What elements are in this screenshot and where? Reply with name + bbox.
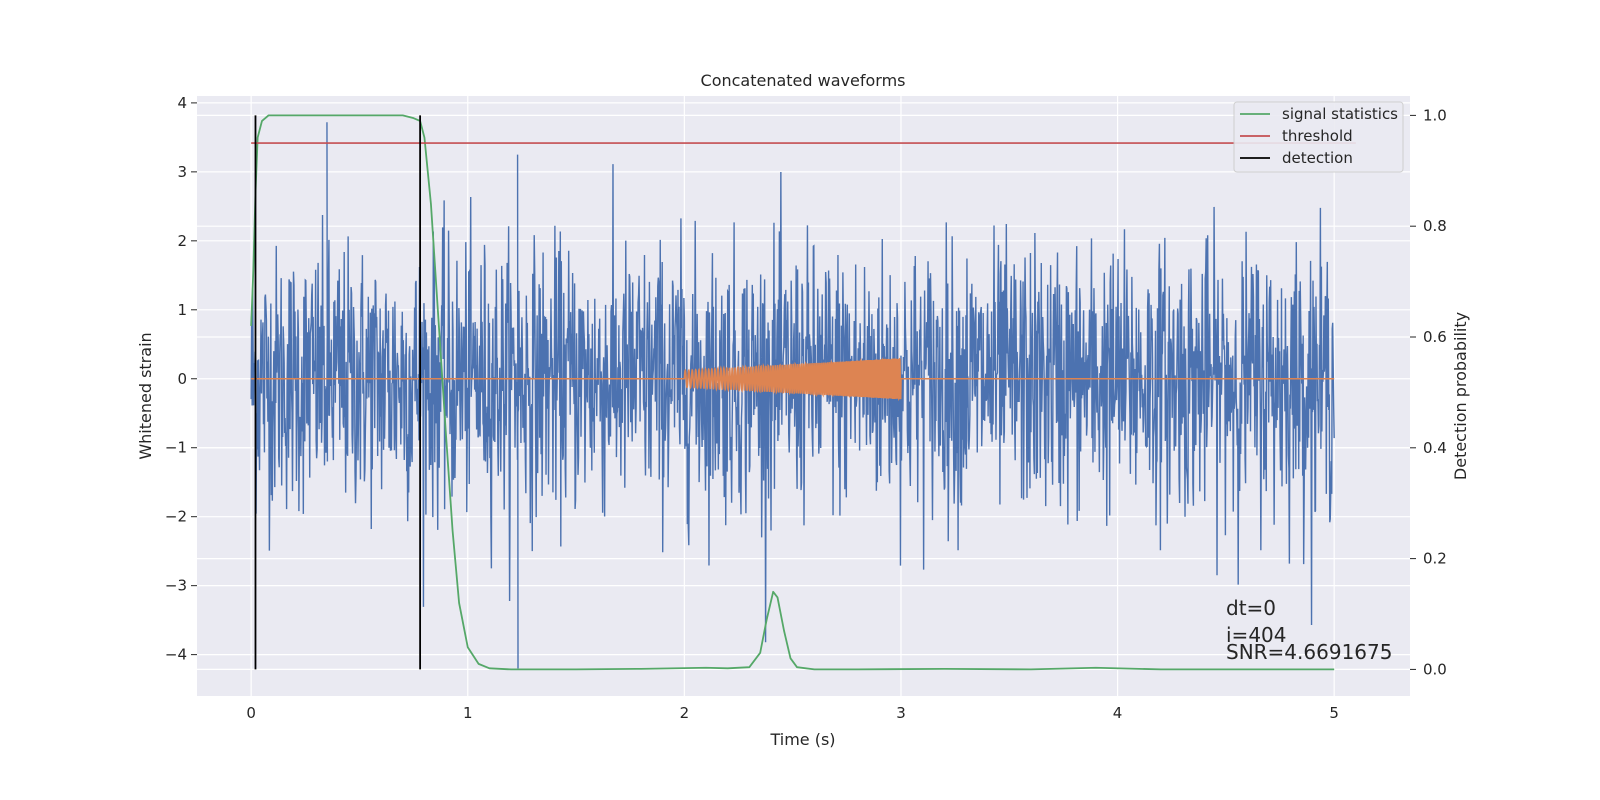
y-right-tick-label: 0.2: [1423, 550, 1447, 568]
y-right-tick-label: 0.6: [1423, 328, 1447, 346]
x-tick-label: 0: [246, 704, 256, 722]
legend-label-signal-statistics: signal statistics: [1282, 105, 1398, 123]
y-tick-label: 4: [177, 94, 187, 112]
y-tick-label: −4: [165, 646, 187, 664]
x-tick-label: 3: [896, 704, 906, 722]
y-tick-label: 2: [177, 232, 187, 250]
x-tick-label: 5: [1329, 704, 1339, 722]
y-right-tick-label: 0.0: [1423, 660, 1447, 678]
y-right-tick-label: 0.4: [1423, 439, 1447, 457]
x-tick-label: 4: [1113, 704, 1123, 722]
y-tick-label: −2: [165, 508, 187, 526]
legend-box: [1233, 101, 1404, 173]
y-right-tick-label: 1.0: [1423, 106, 1447, 124]
legend-label-threshold: threshold: [1282, 127, 1353, 145]
y-tick-label: −3: [165, 577, 187, 595]
y-right-tick-label: 0.8: [1423, 217, 1447, 235]
y-axis-label: Whitened strain: [136, 332, 155, 459]
annotation-dt: dt=0: [1226, 596, 1276, 620]
annotation-snr: SNR=4.6691675: [1226, 640, 1392, 664]
y-tick-label: 1: [177, 301, 187, 319]
signal-statistics-series: [250, 114, 1335, 671]
y-tick-label: −1: [165, 439, 187, 457]
signal-statistics-line: [250, 114, 1335, 671]
legend-label-detection: detection: [1282, 149, 1353, 167]
chart-title: Concatenated waveforms: [701, 71, 906, 90]
annotation-index: i=404: [1226, 623, 1287, 647]
legend: signal statistics threshold detection: [1233, 101, 1404, 173]
y-tick-label: 3: [177, 163, 187, 181]
strain-line: [250, 122, 1335, 669]
x-tick-label: 2: [680, 704, 690, 722]
template-line: [251, 356, 1335, 402]
detection-series: [254, 115, 422, 670]
x-tick-label: 1: [463, 704, 473, 722]
x-axis-label: Time (s): [769, 730, 835, 749]
y-tick-label: 0: [177, 370, 187, 388]
y-axis-label-right: Detection probability: [1451, 312, 1470, 480]
axis-ticks: 0 1 2 3 4 5 −4 −3 −2 −1 0 1 2 3 4 0.0 0.2 0.4 0.6 0.8 1.0: [165, 94, 1447, 722]
template-series: [251, 356, 1335, 402]
strain-series: [250, 122, 1335, 669]
